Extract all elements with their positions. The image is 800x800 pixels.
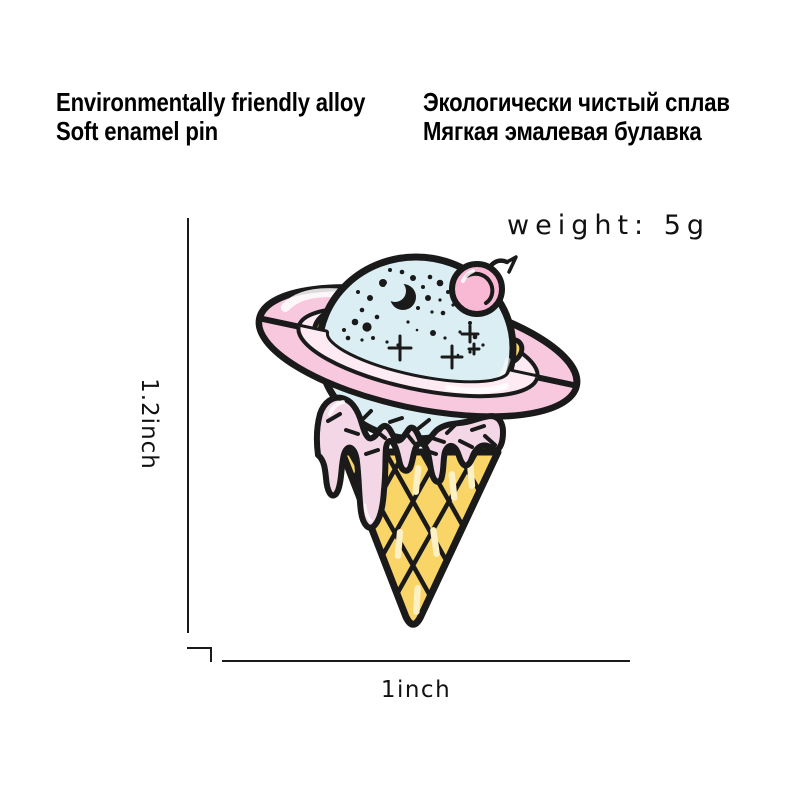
cherry-gloss: [461, 269, 475, 283]
cherry: [449, 255, 518, 317]
saturn-ring-front: [256, 315, 580, 420]
header-english: Environmentally friendly alloy Soft enam…: [56, 88, 365, 146]
ring-gloss-front: [445, 383, 509, 394]
width-dimension-label: 1inch: [380, 677, 452, 703]
scoop-sparkles: [387, 324, 481, 370]
drip-gloss: [328, 400, 345, 416]
melting-drip: [313, 394, 506, 531]
header-english-line1: Environmentally friendly alloy: [56, 87, 366, 117]
header-english-line2: Soft enamel pin: [56, 116, 219, 146]
cherry-inner-curve: [465, 271, 495, 305]
header-russian-line1: Экологически чистый сплав: [423, 87, 730, 117]
dimension-lines: [187, 218, 630, 662]
dimension-corner-bracket: [187, 647, 212, 662]
header-russian-line2: Мягкая эмалевая булавка: [423, 116, 702, 146]
cherry-stem-hook: [505, 255, 518, 274]
drip-sprinkles: [326, 409, 497, 456]
crescent-moon-icon: [384, 280, 416, 310]
drip-gloss-2: [363, 503, 373, 523]
waffle-cone: [338, 448, 502, 628]
header-russian: Экологически чистый сплав Мягкая эмалева…: [423, 88, 730, 146]
weight-label: weight: 5g: [507, 210, 711, 241]
